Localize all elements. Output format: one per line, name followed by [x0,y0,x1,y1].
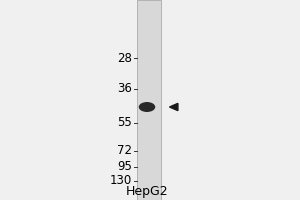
Text: 95: 95 [117,160,132,173]
Text: HepG2: HepG2 [126,186,168,198]
Text: 28: 28 [117,51,132,64]
Ellipse shape [139,102,155,112]
Bar [136,0,160,200]
Text: 55: 55 [117,116,132,130]
Text: 72: 72 [117,144,132,158]
Text: 130: 130 [110,174,132,188]
Polygon shape [169,103,178,111]
Text: 36: 36 [117,82,132,95]
